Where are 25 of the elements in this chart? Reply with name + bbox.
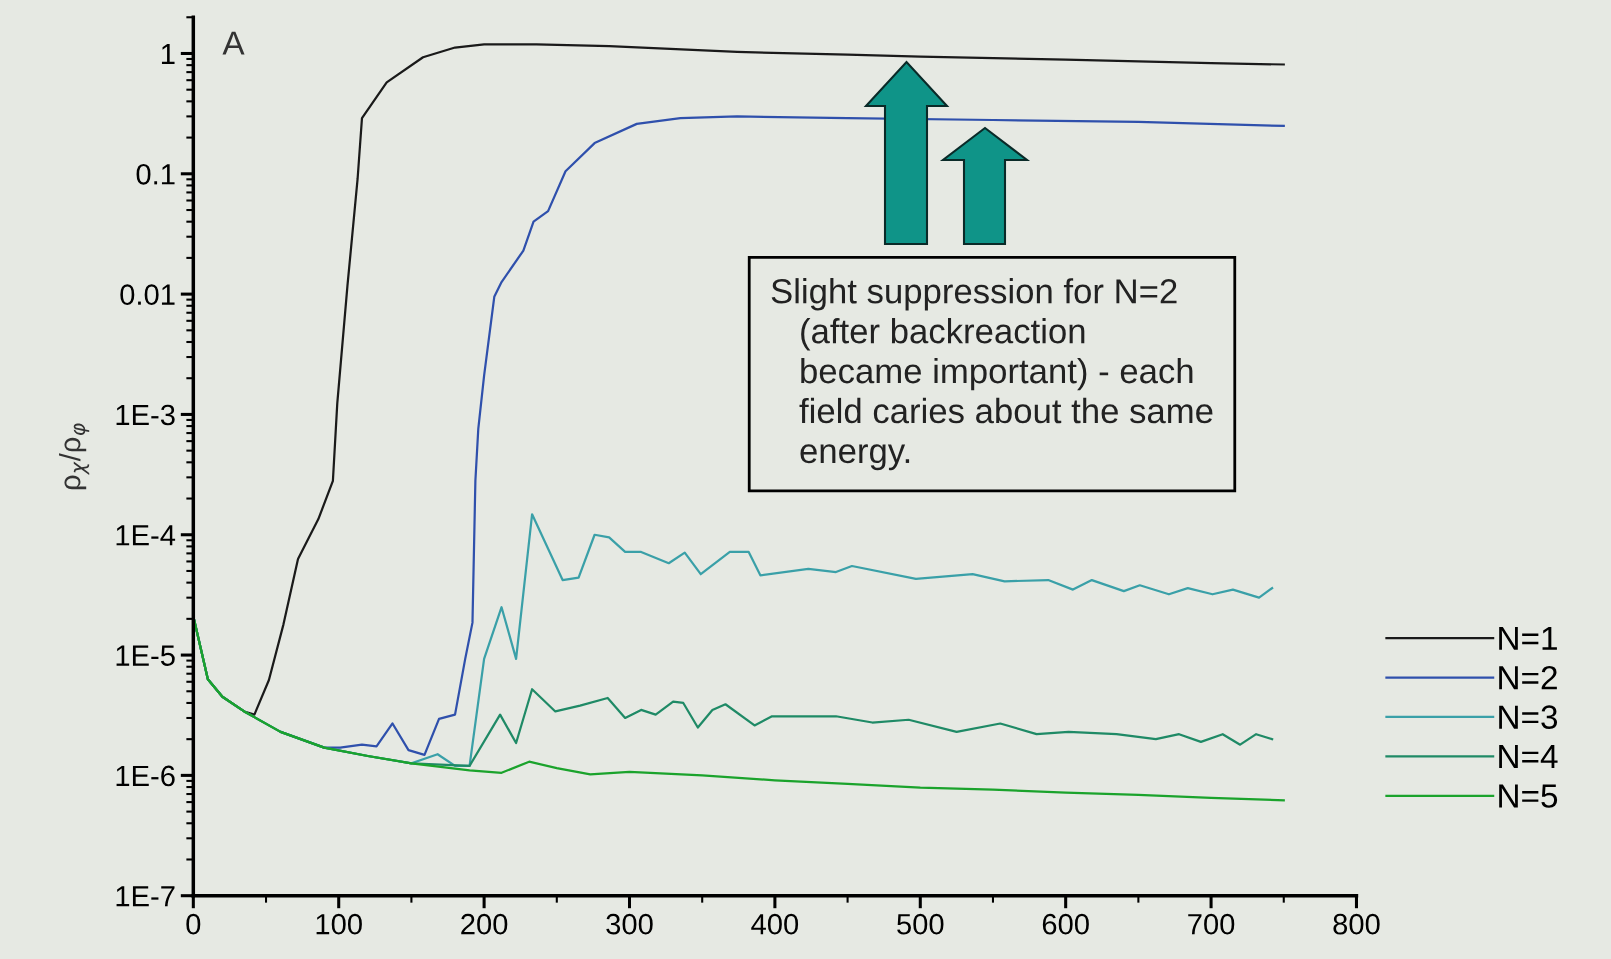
x-tick-label: 100 [316, 913, 362, 935]
x-tick-label: 300 [606, 913, 653, 935]
x-tick-label: 500 [897, 913, 944, 935]
y-tick-label: 1E-5 [116, 645, 175, 666]
x-tick-label: 400 [751, 913, 799, 935]
x-tick-label: 800 [1333, 913, 1380, 935]
x-tick-label: 700 [1188, 913, 1235, 935]
y-tick-label: 0.1 [136, 164, 175, 185]
x-tick-label: 600 [1042, 913, 1089, 935]
y-tick-label: 1 [161, 43, 175, 65]
x-tick-label: 0 [186, 913, 201, 935]
legend-label: N=2 [1499, 665, 1557, 690]
annotation: A [222, 31, 245, 55]
legend-label: N=1 [1499, 626, 1557, 650]
legend-label: N=5 [1499, 784, 1558, 808]
y-tick-label: 1E-7 [116, 886, 175, 907]
y-axis-title: ρ$_{χ}$/ρ$_{φ}$ [59, 423, 90, 490]
legend-label: N=4 [1499, 745, 1558, 769]
annotation: Slight suppression for N=2 (after backreaction became important) - each field caries about the same energy. [771, 278, 1213, 471]
y-tick-label: 1E-6 [116, 765, 175, 787]
y-tick-label: 1E-3 [116, 404, 175, 426]
x-tick-label: 200 [461, 913, 508, 935]
legend-label: N=3 [1499, 705, 1558, 729]
y-tick-label: 1E-4 [116, 525, 176, 546]
y-tick-label: 0.01 [120, 284, 175, 305]
